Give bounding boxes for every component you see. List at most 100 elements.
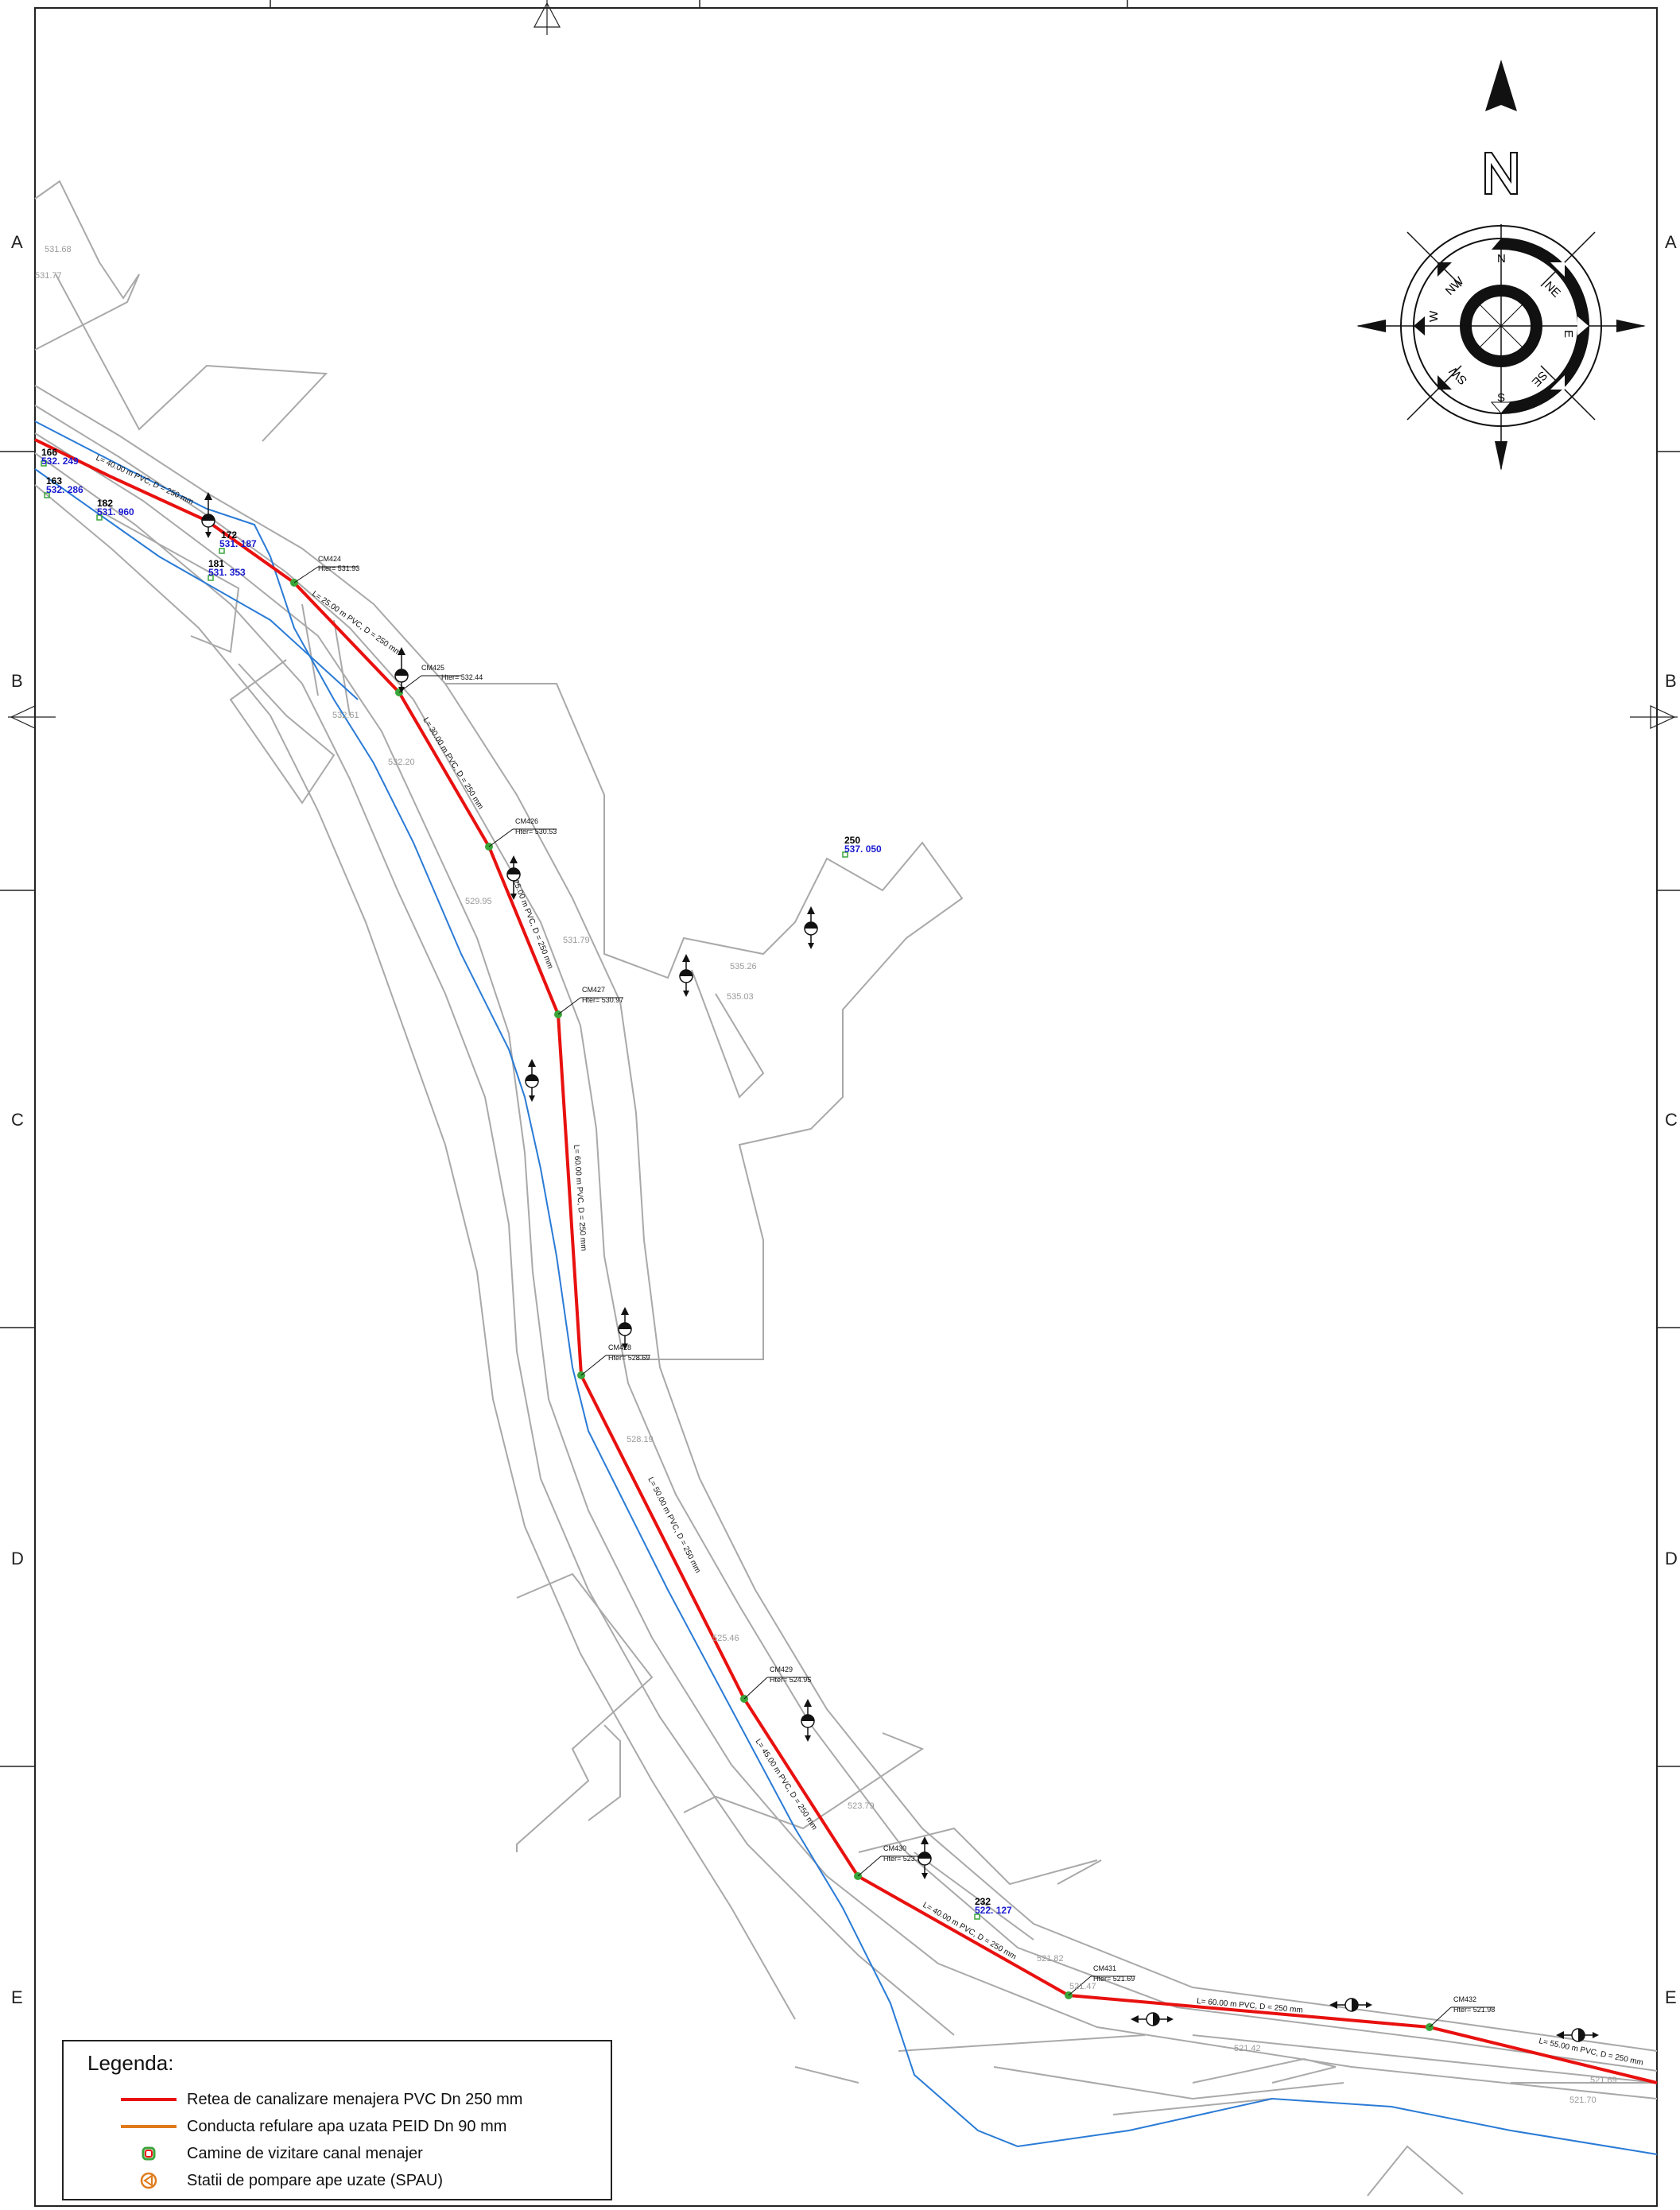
spot-elevation: 532.20 xyxy=(388,758,415,767)
spot-elevation: 535.03 xyxy=(727,992,754,1002)
survey-point-id: 172 xyxy=(221,529,237,541)
compass-point: SW xyxy=(1446,363,1470,387)
spot-elevation: 529.95 xyxy=(465,897,492,906)
hydrant-icon xyxy=(618,1307,632,1350)
segment-label: L= 45.00 m PVC, D = 250 mm xyxy=(753,1738,818,1832)
legend-item-label: Camine de vizitare canal menajer xyxy=(187,2145,423,2162)
manhole[interactable]: CM430 Hter= 523.37 xyxy=(854,1844,925,1880)
spot-elevation: 521.82 xyxy=(1037,1954,1064,1964)
manhole[interactable]: CM432 Hter= 521.98 xyxy=(1426,1995,1495,2031)
survey-point-id: 163 xyxy=(46,475,62,487)
legend-item-label: Statii de pompare ape uzate (SPAU) xyxy=(187,2172,444,2189)
manhole-hter: Hter= 531.93 xyxy=(318,564,359,572)
spot-elevation: 531.77 xyxy=(35,271,62,281)
manhole[interactable]: CM427 Hter= 530.97 xyxy=(554,986,623,1018)
manhole[interactable]: CM431 Hter= 521.69 xyxy=(1065,1964,1135,1999)
legend-item-label: Retea de canalizare menajera PVC Dn 250 … xyxy=(187,2091,523,2108)
compass-rose-icon: N NE E SE S SW W NW xyxy=(1356,224,1646,471)
spot-elevation: 535.26 xyxy=(730,962,757,971)
survey-point-elev: 532. 249 xyxy=(41,456,79,467)
compass-point: N xyxy=(1497,252,1506,266)
compass-point: E xyxy=(1562,330,1575,338)
hydrant-icon xyxy=(804,906,818,949)
manhole-name: CM424 xyxy=(318,555,341,563)
spot-elevation: 525.46 xyxy=(712,1634,739,1643)
manhole-hter: Hter= 530.53 xyxy=(515,828,557,836)
segment-label: L= 60.00 m PVC, D = 250 mm xyxy=(572,1144,588,1250)
manhole-hter: Hter= 521.69 xyxy=(1093,1975,1135,1983)
survey-point-id: 250 xyxy=(844,835,860,846)
row-letter-right: E xyxy=(1665,1987,1677,2007)
manhole-icon xyxy=(142,2146,156,2161)
survey-point-elev: 531. 353 xyxy=(208,567,246,578)
survey-point-elev: 522. 127 xyxy=(975,1905,1012,1916)
row-letter-left: C xyxy=(11,1110,24,1130)
manhole-name: CM427 xyxy=(582,986,605,994)
manhole-name: CM428 xyxy=(608,1343,631,1351)
hydrant-icon xyxy=(1329,1998,1372,2012)
spot-elevation: 521.70 xyxy=(1569,2096,1597,2105)
road-and-parcel-lines xyxy=(34,180,1658,2196)
row-letter-left: D xyxy=(11,1549,24,1568)
row-letter-left: E xyxy=(11,1987,23,2007)
manhole-hter: Hter= 521.98 xyxy=(1453,2006,1495,2014)
hydrant-icon xyxy=(506,855,521,900)
compass-point: W xyxy=(1427,310,1441,322)
hydrant-icon xyxy=(201,492,215,538)
spot-elevation: 532.61 xyxy=(332,711,359,720)
manhole-hter: Hter= 524.95 xyxy=(770,1676,811,1684)
row-letter-right: B xyxy=(1665,671,1677,691)
legend-item-pump-station: Statii de pompare ape uzate (SPAU) xyxy=(64,2169,611,2193)
survey-point-id: 182 xyxy=(97,498,113,509)
legend-box: Legenda: Retea de canalizare menajera PV… xyxy=(62,2040,612,2200)
compass-point: NW xyxy=(1443,274,1467,298)
spot-elevations: 531.68 531.77 532.61 532.20 529.95 531.7… xyxy=(35,245,1617,2105)
stream-lines xyxy=(34,421,1658,2155)
manhole[interactable]: CM428 Hter= 528.69 xyxy=(577,1343,650,1379)
manhole[interactable]: CM429 Hter= 524.95 xyxy=(740,1665,811,1703)
segment-labels: L= 40.00 m PVC, D = 250 mm L= 25.00 m PV… xyxy=(95,454,1644,2068)
survey-point-elev: 531. 960 xyxy=(97,506,134,518)
frame-row-letters: A B C D E A B C D E xyxy=(11,232,1678,2007)
survey-point-id: 166 xyxy=(41,447,57,458)
manhole-name: CM429 xyxy=(770,1665,793,1673)
north-arrow xyxy=(1484,60,1518,195)
manhole-name: CM425 xyxy=(421,664,444,672)
sewer-network xyxy=(34,438,1658,2084)
row-letter-right: A xyxy=(1665,232,1677,252)
survey-point-elev: 532. 286 xyxy=(46,484,83,495)
spot-elevation: 528.19 xyxy=(627,1435,654,1444)
legend-title: Legenda: xyxy=(87,2051,174,2075)
legend-item-sewer: Retea de canalizare menajera PVC Dn 250 … xyxy=(64,2088,611,2111)
manhole-name: CM430 xyxy=(883,1844,906,1852)
manhole[interactable]: CM426 Hter= 530.53 xyxy=(485,817,557,851)
manhole-hter: Hter= 532.44 xyxy=(441,673,483,681)
legend-item-pressure-pipe: Conducta refulare apa uzata PEID Dn 90 m… xyxy=(64,2115,611,2138)
spot-elevation: 531.68 xyxy=(45,245,72,254)
legend-item-label: Conducta refulare apa uzata PEID Dn 90 m… xyxy=(187,2118,507,2135)
row-letter-left: A xyxy=(11,232,23,252)
manhole-name: CM426 xyxy=(515,817,538,825)
spot-elevation: 531.79 xyxy=(563,936,590,945)
manhole-name: CM432 xyxy=(1453,1995,1476,2003)
spot-elevation: 521.42 xyxy=(1234,2044,1261,2053)
survey-point-elev: 531. 187 xyxy=(219,538,257,549)
manhole-hter: Hter= 530.97 xyxy=(582,996,623,1004)
hydrant-icon xyxy=(394,647,409,693)
spot-elevation: 523.79 xyxy=(848,1801,875,1811)
row-letter-left: B xyxy=(11,671,23,691)
manhole-name: CM431 xyxy=(1093,1964,1116,1972)
manhole-hter: Hter= 523.37 xyxy=(883,1855,925,1863)
